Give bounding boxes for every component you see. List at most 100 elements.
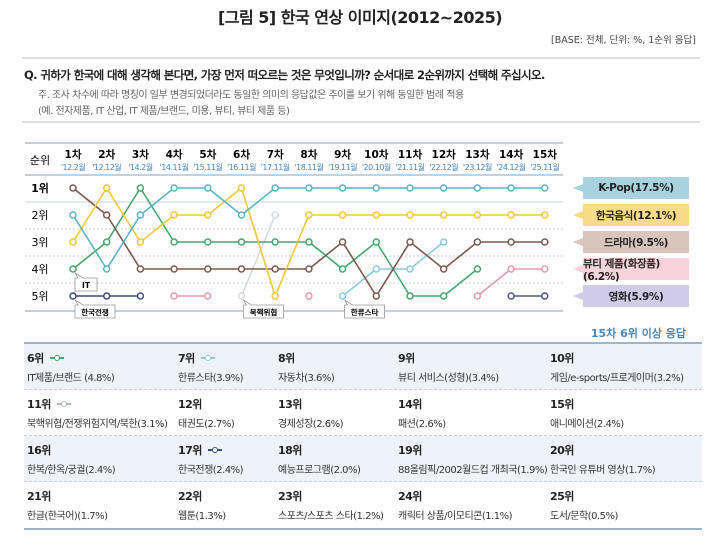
rank-item: 스포츠/스포츠 스타(1.2%) (278, 511, 384, 522)
data-point (406, 184, 414, 192)
rank-item: 예능프로그램(2.0%) (278, 465, 361, 476)
rank-cell: 14위 패션(2.6%) (395, 390, 547, 435)
wave-label: 8차 (300, 148, 317, 161)
callout: 한국전쟁 (74, 299, 116, 319)
wave-date: '19.11월 (328, 162, 357, 172)
rank-number: 7위 (178, 352, 195, 365)
data-point (69, 238, 77, 246)
rank-number: 23위 (278, 490, 302, 503)
data-point (507, 265, 515, 273)
data-point (271, 184, 279, 192)
data-point (439, 265, 448, 273)
rank-item: 경제성장(2.6%) (278, 419, 344, 430)
callout-label: 북핵위협 (250, 307, 278, 317)
data-point (136, 292, 145, 300)
series-4 (507, 292, 549, 300)
rank-number: 19위 (398, 444, 422, 457)
table-row: 11위 북핵위협/전쟁위험지역/북한(3.1%) 12위 태권도(2.7%) 13위 경제… (24, 390, 702, 436)
data-point (102, 292, 111, 300)
wave-date: '17.11월 (261, 162, 290, 172)
series-segment (139, 187, 175, 243)
data-point (69, 265, 77, 273)
wave-label: 15차 (533, 148, 558, 161)
data-point (237, 292, 246, 300)
table-row: 16위 한복/한옥/궁궐(2.4%) 17위 한국전쟁(2.4%) 18위 예능프로그램(… (24, 436, 702, 482)
series-segment (72, 214, 108, 270)
legend-item: 드라마(9.5%) (573, 231, 689, 253)
rank-cell: 21위 한글(한국어)(1.7%) (24, 482, 175, 528)
series-segment (341, 241, 377, 297)
question-text: Q. 귀하가 한국에 대해 생각해 본다면, 가장 먼저 떠오르는 것은 무엇입… (24, 68, 545, 82)
series-5 (69, 184, 482, 300)
data-point (507, 238, 515, 246)
series-segment (207, 187, 243, 216)
data-point (271, 292, 279, 300)
data-point (372, 265, 381, 273)
data-point (271, 211, 279, 219)
wave-label: 4차 (166, 148, 183, 161)
rank-label: 3위 (31, 236, 48, 249)
data-point (69, 184, 77, 192)
wave-date: '14.11월 (160, 162, 189, 172)
rank-label: 1위 (31, 182, 49, 195)
rank-item: 뷰티 서비스(성형)(3.4%) (398, 373, 499, 384)
rank-item: 한복/한옥/궁궐(2.4%) (27, 465, 116, 476)
rank-item: 애니메이션(2.4%) (550, 419, 624, 430)
divider (22, 121, 700, 123)
rank-number: 18위 (278, 444, 302, 457)
series-6 (69, 292, 145, 300)
wave-label: 7차 (267, 148, 284, 161)
legend-item: 영화(5.9%) (573, 285, 689, 307)
data-point (69, 211, 77, 219)
legend-item: 한국음식(12.1%) (573, 204, 689, 226)
data-point (439, 238, 448, 246)
data-point (406, 265, 414, 273)
data-point (136, 265, 145, 273)
data-point (338, 184, 347, 192)
rank-label: 4위 (31, 263, 48, 276)
series-7 (237, 211, 279, 300)
rank-cell: 8위 자동차(3.6%) (275, 344, 395, 389)
rank-item: 88올림픽/2002월드컵 개최국(1.9%) (398, 465, 548, 476)
table-row: 6위 IT제품/브랜드 (4.8%) 7위 한류스타(3.9%) 8위 자동차(3.6%)… (24, 344, 702, 390)
data-point (237, 184, 246, 192)
data-point (372, 184, 381, 192)
data-point (136, 184, 145, 192)
data-point (406, 238, 414, 246)
wave-label: 3차 (132, 148, 149, 161)
wave-date: '25.11월 (530, 162, 559, 172)
series-segment (106, 214, 142, 270)
data-point (439, 184, 448, 192)
data-point (204, 238, 212, 246)
rank-cell: 20위 한국인 유튜버 영상(1.7%) (547, 436, 702, 481)
rank-item: 한국인 유튜버 영상(1.7%) (550, 465, 656, 476)
data-point (204, 292, 212, 300)
data-point (102, 211, 111, 219)
rank-number: 14위 (398, 398, 422, 411)
data-point (507, 211, 515, 219)
wave-date: '22.12월 (429, 162, 458, 172)
series-0 (69, 184, 549, 273)
data-point (406, 211, 414, 219)
rank-cell: 19위 88올림픽/2002월드컵 개최국(1.9%) (395, 436, 548, 481)
legend-item: 뷰티 제품(화장품)(6.2%) (573, 258, 689, 283)
wave-label: 13차 (465, 148, 490, 161)
data-point (473, 184, 482, 192)
wave-date: '23.12월 (463, 162, 492, 172)
data-point (271, 265, 279, 273)
rank-cell: 10위 게임/e-sports/프로게이머(3.2%) (547, 344, 702, 389)
table-row: 21위 한글(한국어)(1.7%) 22위 웹툰(1.3%) 23위 스포츠/스포츠 스타… (24, 482, 702, 528)
data-point (204, 211, 212, 219)
wave-label: 2차 (98, 148, 115, 161)
note-line-2: (예. 전자제품, IT 산업, IT 제품/브랜드, 미용, 뷰티, 뷰티 제… (38, 106, 290, 117)
rank-item: 게임/e-sports/프로게이머(3.2%) (550, 373, 684, 384)
rank-number: 16위 (27, 444, 51, 457)
data-point (372, 292, 381, 300)
data-point (237, 238, 246, 246)
series-segment (72, 187, 108, 216)
data-point (541, 184, 549, 192)
series-segment (106, 187, 142, 243)
wave-label: 5차 (199, 148, 216, 161)
callout: 북핵위협 (243, 299, 284, 319)
series-segment (139, 214, 175, 243)
